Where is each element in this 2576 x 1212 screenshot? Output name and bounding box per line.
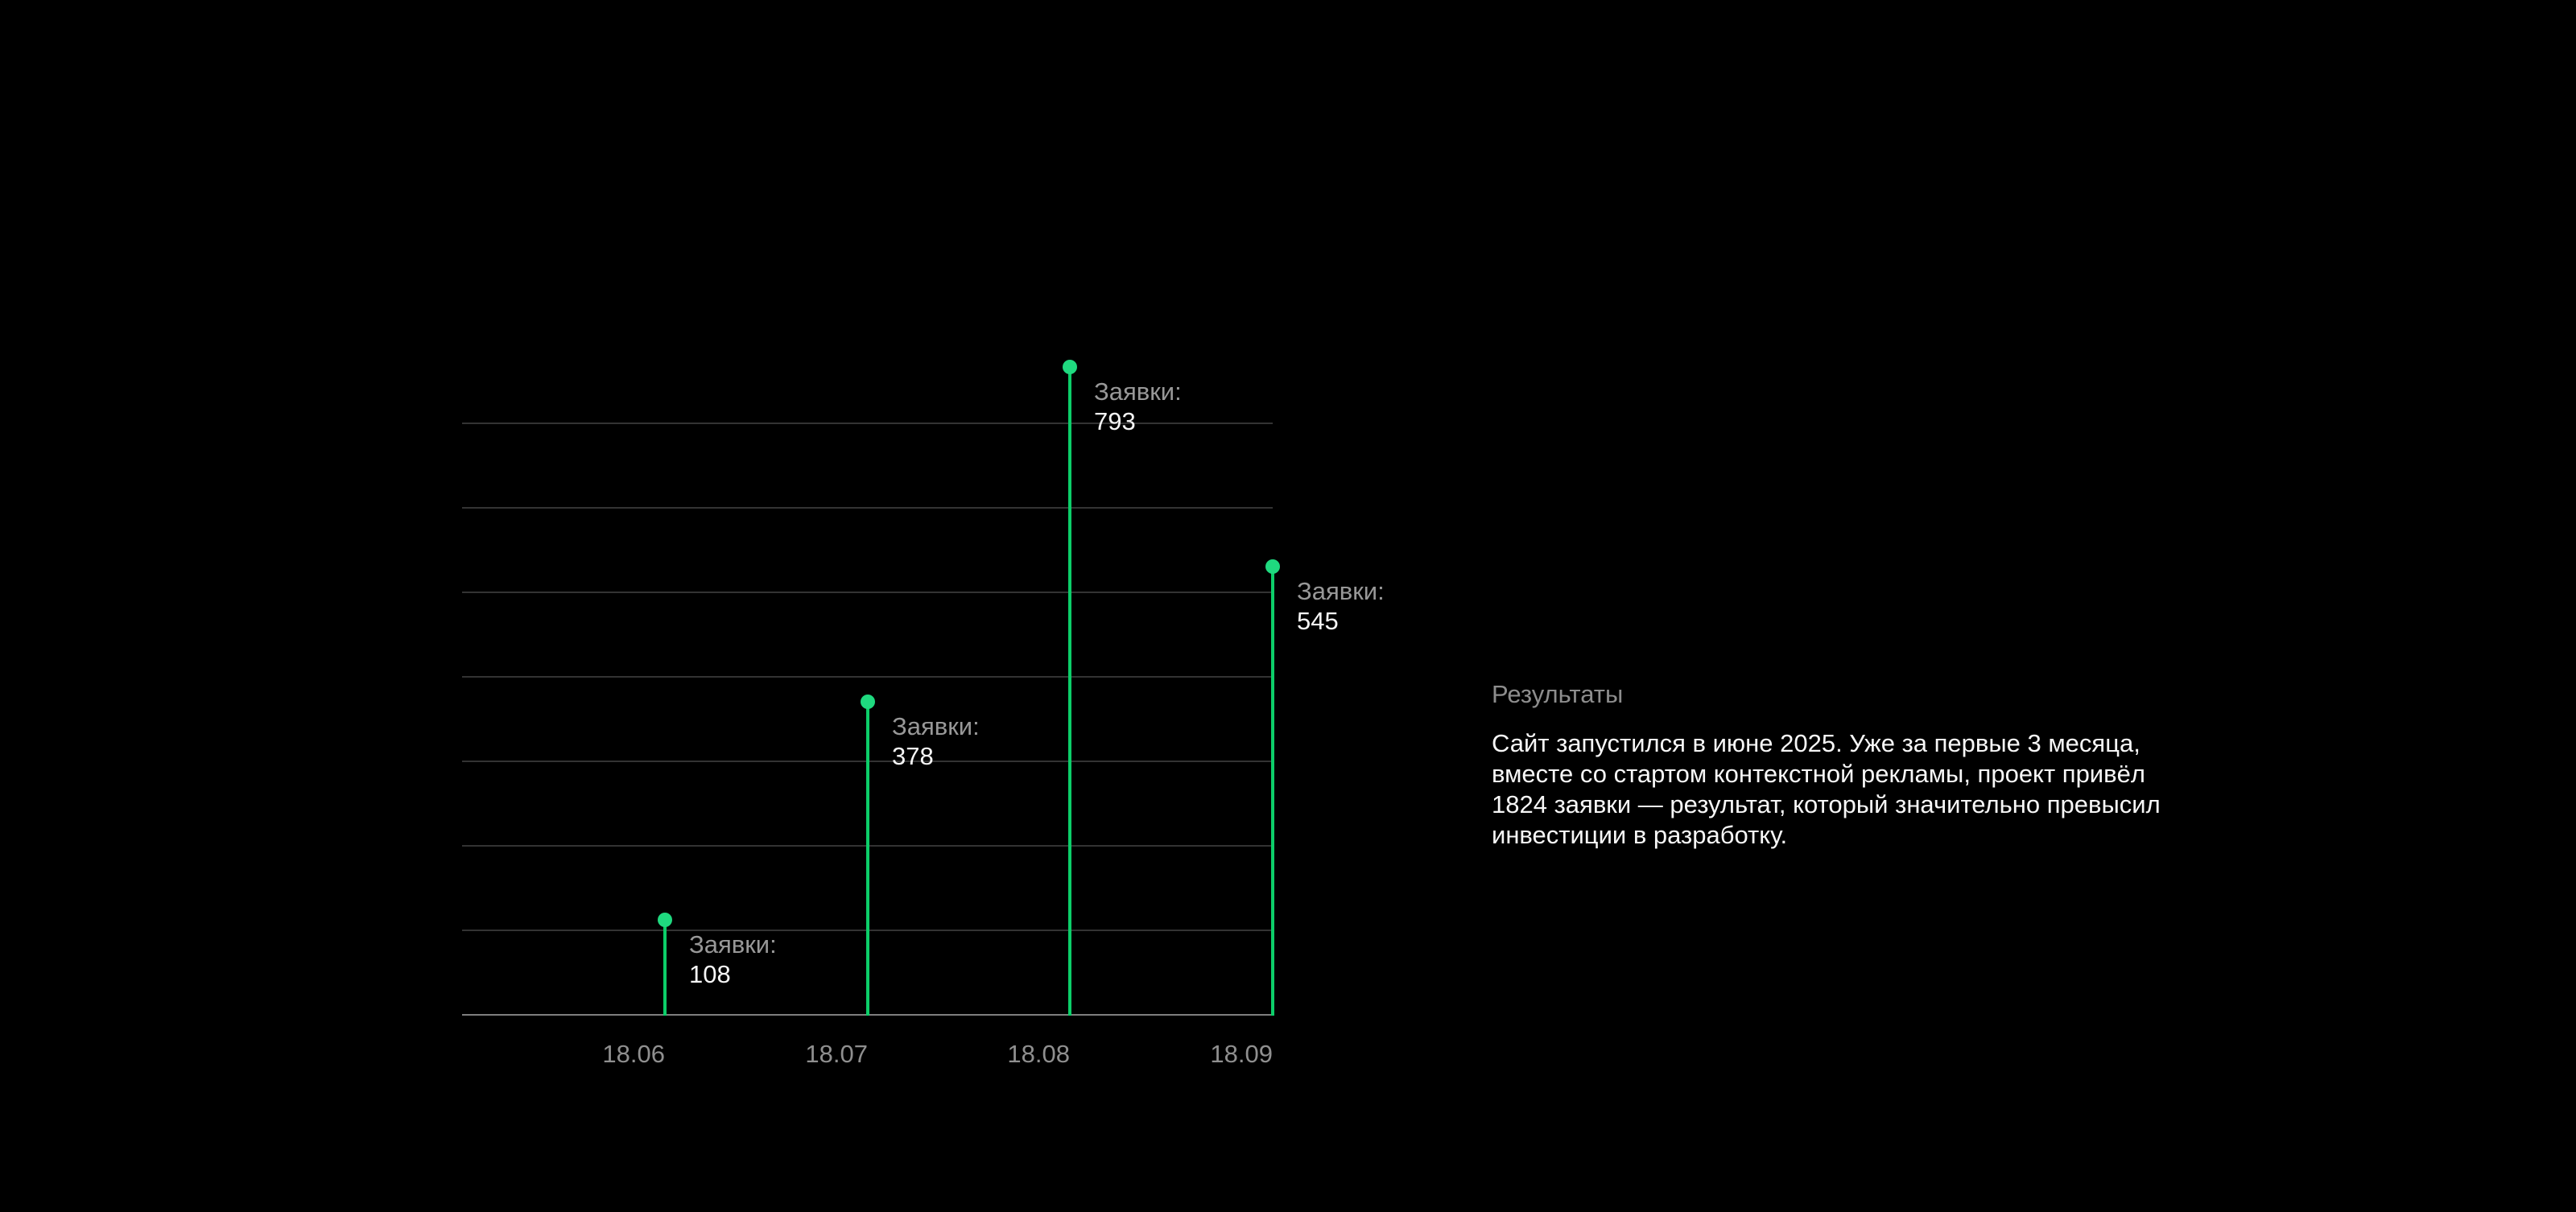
data-stem	[1265, 559, 1280, 1016]
data-point[interactable]	[1063, 360, 1077, 374]
point-label: Заявки: 545	[1297, 576, 1385, 636]
point-label-prefix: Заявки:	[892, 712, 980, 740]
data-point[interactable]	[861, 695, 875, 709]
x-axis-label: 18.06	[602, 1040, 665, 1068]
point-label: Заявки: 108	[689, 930, 777, 989]
point-label-value: 378	[892, 742, 934, 770]
point-label-prefix: Заявки:	[689, 930, 777, 958]
data-point[interactable]	[1265, 559, 1280, 574]
gridline	[462, 676, 1273, 678]
point-label-value: 108	[689, 960, 731, 988]
point-label: Заявки: 378	[892, 711, 980, 771]
point-label-prefix: Заявки:	[1094, 377, 1182, 406]
x-axis-label: 18.07	[805, 1040, 868, 1068]
data-stem	[658, 913, 672, 1016]
data-stem	[1063, 360, 1077, 1016]
results-block: Результаты Сайт запустился в июне 2025. …	[1492, 680, 2264, 851]
results-paragraph: Сайт запустился в июне 2025. Уже за перв…	[1492, 729, 2161, 849]
gridline	[462, 592, 1273, 593]
data-point[interactable]	[658, 913, 672, 927]
x-axis-label: 18.08	[1007, 1040, 1070, 1068]
results-heading: Результаты	[1492, 680, 1624, 708]
point-label: Заявки: 793	[1094, 377, 1182, 436]
gridline	[462, 423, 1273, 424]
point-label-value: 545	[1297, 607, 1339, 635]
point-label-prefix: Заявки:	[1297, 577, 1385, 605]
point-label-value: 793	[1094, 407, 1136, 435]
x-axis-label: 18.09	[1210, 1040, 1273, 1068]
gridline	[462, 507, 1273, 509]
data-stem	[861, 695, 875, 1016]
applications-chart: Заявки: 108 18.06 Заявки: 378 18.07 Заявки: 793…	[462, 348, 1385, 1068]
